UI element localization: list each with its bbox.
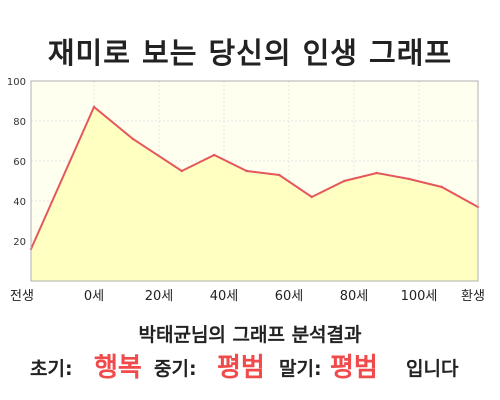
early-label: 초기: xyxy=(30,358,73,380)
data-point xyxy=(408,177,411,181)
data-point xyxy=(375,171,378,175)
x-tick-label: 20세 xyxy=(145,289,174,304)
x-tick-label: 60세 xyxy=(275,289,304,304)
mid-label: 중기: xyxy=(154,358,197,380)
data-point xyxy=(310,195,313,199)
x-tick-labels: 전생 0세 20세 40세 60세 80세 100세 환생 xyxy=(10,289,485,304)
data-point xyxy=(213,153,216,157)
y-tick-label: 60 xyxy=(13,157,26,168)
x-tick-label: 100세 xyxy=(401,289,438,304)
data-point xyxy=(180,169,183,173)
data-point xyxy=(343,179,346,183)
data-point xyxy=(245,169,248,173)
data-point xyxy=(131,137,135,141)
x-tick-label: 0세 xyxy=(84,289,104,304)
plot-frame xyxy=(30,80,479,282)
late-label: 말기: xyxy=(279,358,322,380)
x-tick-label: 80세 xyxy=(340,289,369,304)
y-tick-labels: 20 40 60 80 100 xyxy=(7,77,26,248)
result-ending: 입니다 xyxy=(406,358,459,380)
y-tick-label: 40 xyxy=(13,197,26,208)
data-point xyxy=(92,105,96,109)
data-point xyxy=(278,173,281,177)
x-tick-label: 전생 xyxy=(10,289,34,304)
x-tick-label: 환생 xyxy=(461,289,485,304)
y-tick-label: 80 xyxy=(13,117,26,128)
area-fill xyxy=(31,107,478,281)
early-value: 행복 xyxy=(94,353,142,383)
y-tick-label: 20 xyxy=(13,237,26,248)
data-point xyxy=(440,185,443,189)
chart-title: 재미로 보는 당신의 인생 그래프 xyxy=(47,36,453,70)
analysis-summary: 박태균님의 그래프 분석결과 xyxy=(138,324,362,346)
life-graph-chart: 20 40 60 80 100 전생 0세 20세 40세 60세 80세 100세 환생 xyxy=(7,77,485,304)
analysis-result: 초기: 행복 중기: 평범 말기: 평범 입니다 xyxy=(0,344,500,384)
late-value: 평범 xyxy=(330,353,378,383)
x-tick-label: 40세 xyxy=(210,289,239,304)
y-tick-label: 100 xyxy=(7,77,26,88)
mid-value: 평범 xyxy=(217,353,265,383)
